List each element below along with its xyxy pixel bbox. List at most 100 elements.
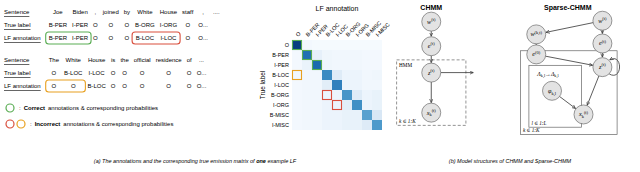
key-swatch bbox=[6, 104, 14, 112]
token: O bbox=[185, 35, 190, 41]
cell bbox=[342, 120, 352, 130]
edge bbox=[560, 97, 576, 109]
figure: SentenceTrue labelLF annotationSentenceT… bbox=[0, 0, 640, 172]
token: O bbox=[52, 70, 57, 76]
math-sub: k bbox=[582, 114, 585, 119]
cell bbox=[342, 50, 352, 60]
key-separator: : bbox=[30, 121, 32, 127]
cell bbox=[302, 80, 312, 90]
cell bbox=[292, 60, 302, 70]
plate-label: k ∈ 1:K bbox=[523, 127, 540, 133]
x-tick-label: O bbox=[294, 30, 302, 38]
cell bbox=[302, 50, 312, 60]
node-label: e(0) bbox=[532, 50, 540, 58]
node-label: xk(t) bbox=[426, 108, 437, 118]
edge bbox=[602, 53, 603, 57]
node-label: z(t) bbox=[598, 62, 606, 70]
node-label: w(t) bbox=[598, 16, 607, 24]
token: I-ORG bbox=[160, 22, 178, 28]
key-entry: :Correctannotations & corresponding prob… bbox=[19, 105, 158, 111]
cell bbox=[312, 100, 322, 110]
annotation-box bbox=[46, 32, 91, 44]
cell bbox=[302, 110, 312, 120]
token: White bbox=[66, 57, 82, 63]
token: O bbox=[187, 83, 192, 89]
cell bbox=[342, 80, 352, 90]
token: , bbox=[95, 9, 97, 15]
plate-label: k ∈ 1:K bbox=[399, 118, 416, 124]
token: O bbox=[111, 83, 116, 89]
token: residence bbox=[156, 57, 183, 63]
y-tick-label: I-LOC bbox=[274, 82, 289, 88]
cell bbox=[342, 60, 352, 70]
edge bbox=[546, 56, 593, 65]
cell bbox=[362, 90, 372, 100]
token: White bbox=[137, 9, 153, 15]
edge bbox=[431, 82, 432, 103]
cell bbox=[312, 50, 322, 60]
token: The bbox=[49, 57, 60, 63]
token: O bbox=[140, 83, 145, 89]
token: O bbox=[108, 22, 113, 28]
cell bbox=[302, 60, 312, 70]
token: O bbox=[93, 22, 98, 28]
math-sub: k,l bbox=[551, 91, 556, 97]
cell bbox=[302, 70, 312, 80]
node bbox=[422, 37, 441, 56]
token: O bbox=[93, 35, 98, 41]
token: staff bbox=[182, 9, 194, 15]
math-sup: (t) bbox=[602, 62, 607, 67]
note: Λk,l→Δk,l bbox=[536, 71, 559, 80]
token: O... bbox=[197, 70, 207, 76]
cell bbox=[312, 40, 322, 50]
key-text: annotations & corresponding probabilitie… bbox=[48, 105, 158, 111]
plate bbox=[397, 60, 466, 126]
cell bbox=[322, 110, 332, 120]
cell bbox=[322, 50, 332, 60]
cell bbox=[332, 60, 342, 70]
y-tick-label: B-PER bbox=[272, 52, 289, 58]
cell bbox=[292, 40, 302, 50]
token: of bbox=[187, 57, 192, 63]
cell bbox=[342, 70, 352, 80]
node bbox=[593, 34, 612, 53]
cell bbox=[372, 120, 382, 130]
cell bbox=[352, 110, 362, 120]
edge bbox=[587, 76, 599, 105]
cell bbox=[342, 40, 352, 50]
token: I-PER bbox=[72, 22, 89, 28]
cell bbox=[322, 40, 332, 50]
cell bbox=[362, 120, 372, 130]
math-sup: (t) bbox=[430, 68, 435, 73]
y-tick-label: I-PER bbox=[274, 62, 289, 68]
token: , bbox=[202, 9, 204, 15]
key-separator: : bbox=[19, 105, 21, 111]
caption-part: one bbox=[256, 158, 266, 164]
token: O... bbox=[197, 83, 207, 89]
math-sup: (t) bbox=[602, 16, 607, 21]
cell bbox=[312, 80, 322, 90]
token: O bbox=[125, 35, 130, 41]
cell bbox=[332, 70, 342, 80]
y-tick-label: I-MISC bbox=[272, 122, 289, 128]
cell bbox=[372, 60, 382, 70]
plate-label: l ∈ 1:L bbox=[531, 120, 546, 126]
token: House bbox=[160, 9, 178, 15]
node bbox=[593, 11, 612, 30]
cell bbox=[322, 120, 332, 130]
math-sub: k bbox=[429, 112, 432, 117]
token: O bbox=[108, 35, 113, 41]
y-tick-label: B-LOC bbox=[272, 72, 289, 78]
node bbox=[422, 12, 441, 31]
y-tick-label: B-MISC bbox=[270, 112, 289, 118]
math-sup: (t) bbox=[602, 39, 607, 44]
plate-label: HMM bbox=[399, 62, 412, 68]
token: O... bbox=[198, 22, 208, 28]
cell-highlight bbox=[293, 41, 302, 50]
cell bbox=[362, 100, 372, 110]
cell bbox=[312, 60, 322, 70]
token: O bbox=[125, 22, 130, 28]
cell bbox=[352, 80, 362, 90]
cell bbox=[362, 60, 372, 70]
cell bbox=[332, 90, 342, 100]
